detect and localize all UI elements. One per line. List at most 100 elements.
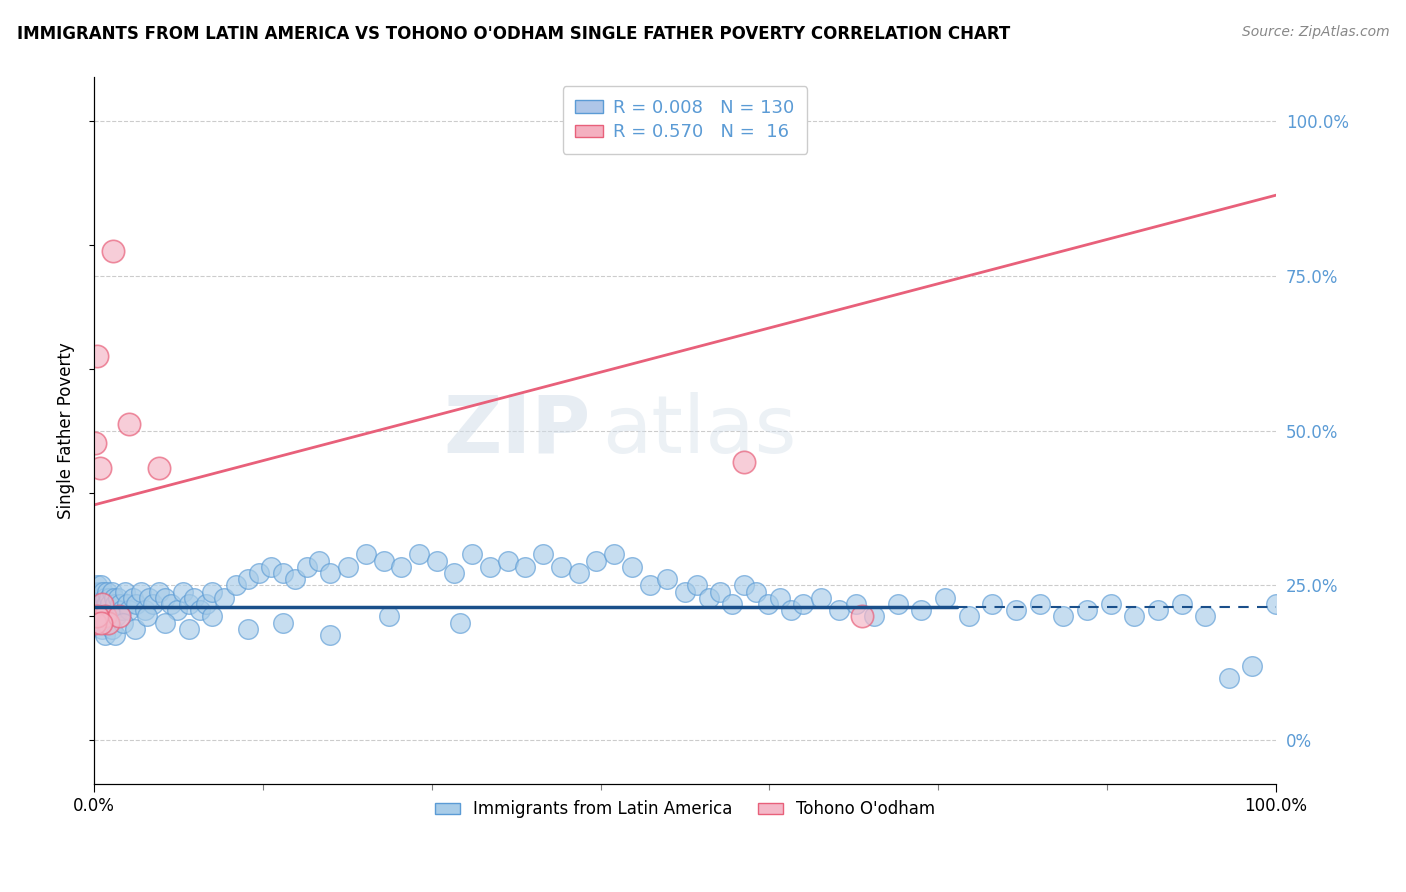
Point xyxy=(188,603,211,617)
Point xyxy=(236,572,259,586)
Point xyxy=(91,597,114,611)
Point xyxy=(910,603,932,617)
Text: atlas: atlas xyxy=(602,392,797,469)
Text: Source: ZipAtlas.com: Source: ZipAtlas.com xyxy=(1241,25,1389,39)
Point xyxy=(96,597,118,611)
Point xyxy=(449,615,471,630)
Point xyxy=(568,566,591,580)
Point xyxy=(1076,603,1098,617)
Point xyxy=(550,560,572,574)
Point xyxy=(354,548,377,562)
Point xyxy=(97,615,120,630)
Point xyxy=(295,560,318,574)
Point xyxy=(1052,609,1074,624)
Point xyxy=(851,609,873,624)
Point xyxy=(108,597,131,611)
Point xyxy=(93,609,115,624)
Point xyxy=(142,597,165,611)
Point xyxy=(90,591,112,605)
Point xyxy=(1265,597,1288,611)
Point xyxy=(461,548,484,562)
Point xyxy=(91,622,114,636)
Point xyxy=(118,603,141,617)
Point xyxy=(97,615,120,630)
Point xyxy=(863,609,886,624)
Point xyxy=(531,548,554,562)
Point xyxy=(284,572,307,586)
Point xyxy=(93,597,115,611)
Point xyxy=(319,566,342,580)
Point xyxy=(697,591,720,605)
Point xyxy=(115,597,138,611)
Point xyxy=(89,584,111,599)
Point xyxy=(94,603,117,617)
Point xyxy=(91,597,114,611)
Point xyxy=(792,597,814,611)
Point xyxy=(98,591,121,605)
Point xyxy=(159,597,181,611)
Point xyxy=(780,603,803,617)
Point xyxy=(177,597,200,611)
Point xyxy=(129,584,152,599)
Point xyxy=(89,615,111,630)
Point xyxy=(101,244,124,258)
Point xyxy=(91,603,114,617)
Point xyxy=(201,584,224,599)
Point xyxy=(84,603,107,617)
Point xyxy=(172,584,194,599)
Point xyxy=(84,615,107,630)
Point xyxy=(1099,597,1122,611)
Point xyxy=(260,560,283,574)
Point xyxy=(887,597,910,611)
Point xyxy=(100,584,122,599)
Point xyxy=(84,436,107,450)
Text: ZIP: ZIP xyxy=(443,392,591,469)
Point xyxy=(733,454,755,468)
Point xyxy=(496,554,519,568)
Point xyxy=(378,609,401,624)
Point xyxy=(104,628,127,642)
Point xyxy=(89,603,111,617)
Point xyxy=(90,615,112,630)
Point xyxy=(603,548,626,562)
Point xyxy=(768,591,790,605)
Point xyxy=(86,578,108,592)
Point xyxy=(934,591,956,605)
Point xyxy=(271,615,294,630)
Point xyxy=(112,615,135,630)
Y-axis label: Single Father Poverty: Single Father Poverty xyxy=(58,343,75,519)
Point xyxy=(118,417,141,432)
Point xyxy=(389,560,412,574)
Point xyxy=(90,578,112,592)
Point xyxy=(756,597,779,611)
Point xyxy=(111,603,134,617)
Point xyxy=(86,349,108,363)
Point xyxy=(96,584,118,599)
Point xyxy=(86,609,108,624)
Point xyxy=(271,566,294,580)
Point xyxy=(585,554,607,568)
Point xyxy=(93,584,115,599)
Point xyxy=(107,609,129,624)
Point xyxy=(153,591,176,605)
Point xyxy=(148,460,170,475)
Point xyxy=(1147,603,1170,617)
Point xyxy=(105,609,128,624)
Point xyxy=(657,572,679,586)
Point xyxy=(1005,603,1028,617)
Point xyxy=(1218,672,1240,686)
Point xyxy=(721,597,744,611)
Point xyxy=(166,603,188,617)
Point xyxy=(177,622,200,636)
Point xyxy=(1028,597,1050,611)
Point xyxy=(308,554,330,568)
Point xyxy=(101,603,124,617)
Point xyxy=(620,560,643,574)
Point xyxy=(426,554,449,568)
Point xyxy=(236,622,259,636)
Point xyxy=(515,560,537,574)
Point xyxy=(87,609,110,624)
Point xyxy=(408,548,430,562)
Point xyxy=(745,584,768,599)
Point xyxy=(86,591,108,605)
